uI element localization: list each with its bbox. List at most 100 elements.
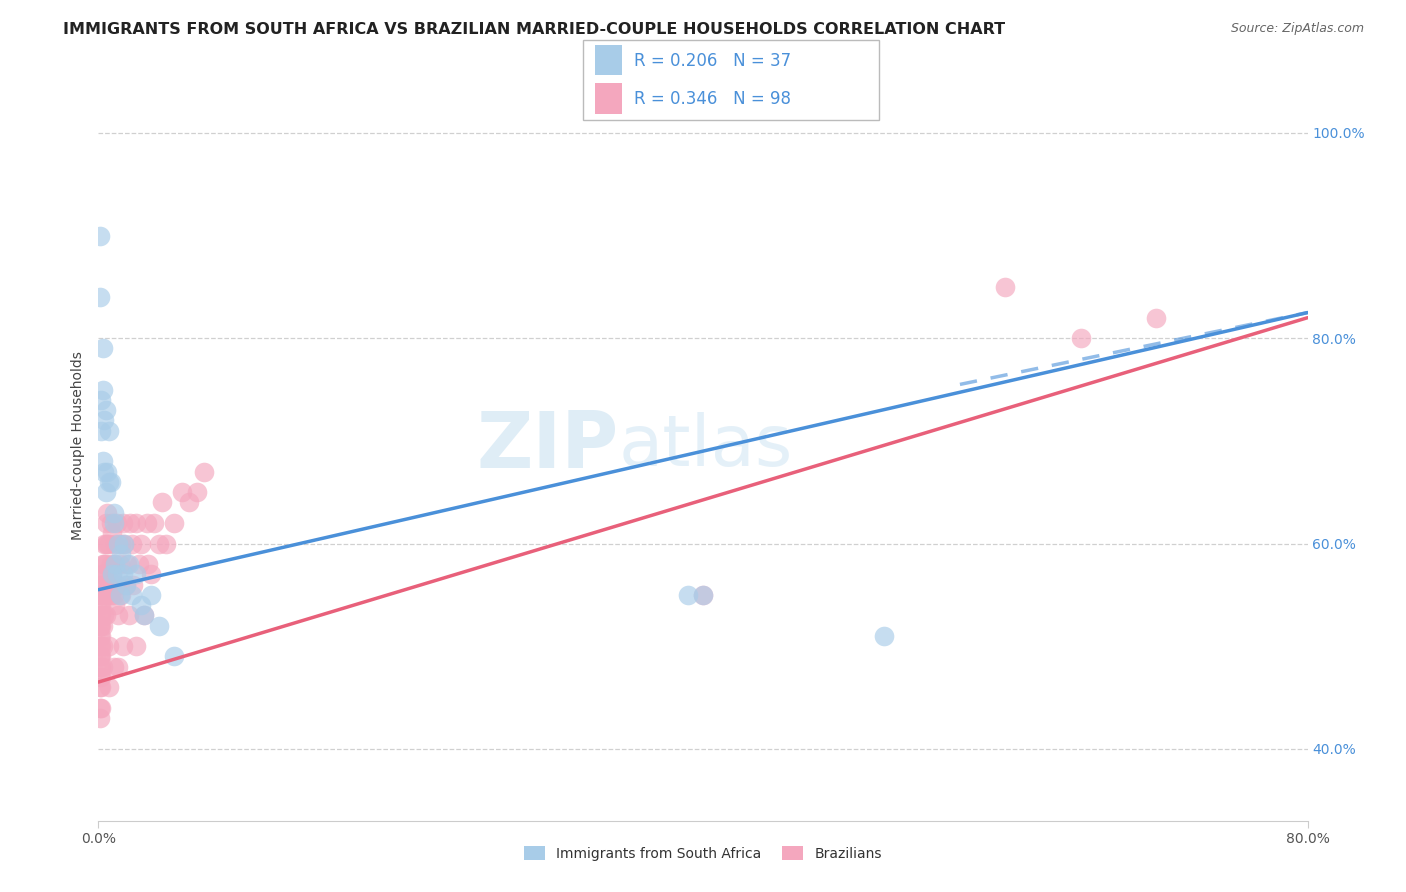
- Point: [96, 588, 118, 602]
- Point: [103, 516, 125, 530]
- Point: [89, 588, 111, 602]
- Point: [129, 598, 152, 612]
- Point: [676, 588, 699, 602]
- Point: [93, 557, 115, 571]
- Point: [100, 475, 122, 489]
- Point: [122, 577, 145, 591]
- Point: [94, 536, 117, 550]
- Point: [179, 495, 201, 509]
- Point: [100, 516, 122, 530]
- Point: [101, 567, 124, 582]
- Bar: [595, 45, 621, 76]
- Point: [148, 618, 170, 632]
- Text: atlas: atlas: [619, 411, 793, 481]
- Point: [111, 567, 134, 582]
- Point: [692, 588, 714, 602]
- Point: [91, 557, 114, 571]
- Point: [143, 516, 166, 530]
- Point: [132, 608, 155, 623]
- Point: [89, 670, 111, 684]
- Point: [118, 557, 141, 571]
- Point: [163, 516, 186, 530]
- Y-axis label: Married-couple Households: Married-couple Households: [70, 351, 84, 541]
- Point: [98, 680, 121, 694]
- Point: [103, 506, 125, 520]
- Point: [104, 536, 127, 550]
- Point: [90, 629, 112, 643]
- Point: [98, 536, 121, 550]
- Point: [98, 639, 121, 653]
- Point: [96, 536, 118, 550]
- Point: [128, 557, 150, 571]
- Point: [994, 280, 1017, 294]
- Point: [91, 639, 114, 653]
- Point: [94, 608, 117, 623]
- Point: [121, 536, 143, 550]
- Point: [111, 639, 134, 653]
- Text: Source: ZipAtlas.com: Source: ZipAtlas.com: [1230, 22, 1364, 36]
- Point: [90, 700, 112, 714]
- Point: [105, 516, 128, 530]
- Point: [100, 557, 122, 571]
- Point: [110, 547, 132, 561]
- Point: [873, 629, 896, 643]
- Point: [107, 536, 129, 550]
- Point: [105, 567, 128, 582]
- Point: [692, 588, 714, 602]
- Point: [141, 567, 163, 582]
- Point: [90, 670, 112, 684]
- Point: [150, 495, 173, 509]
- Point: [93, 413, 115, 427]
- Point: [103, 588, 125, 602]
- FancyBboxPatch shape: [583, 40, 879, 120]
- Point: [90, 618, 112, 632]
- Point: [94, 516, 117, 530]
- Point: [98, 475, 121, 489]
- Point: [107, 608, 129, 623]
- Point: [90, 649, 112, 664]
- Point: [1144, 310, 1167, 325]
- Point: [89, 639, 111, 653]
- Point: [93, 536, 115, 550]
- Point: [89, 711, 111, 725]
- Point: [90, 567, 112, 582]
- Point: [135, 516, 157, 530]
- Point: [148, 536, 170, 550]
- Point: [90, 608, 112, 623]
- Point: [125, 516, 148, 530]
- Point: [91, 618, 114, 632]
- Point: [89, 618, 111, 632]
- Point: [110, 536, 132, 550]
- Point: [89, 629, 111, 643]
- Text: R = 0.206   N = 37: R = 0.206 N = 37: [634, 52, 790, 70]
- Point: [89, 680, 111, 694]
- Point: [125, 567, 148, 582]
- Point: [129, 536, 152, 550]
- Point: [94, 403, 117, 417]
- Point: [93, 465, 115, 479]
- Point: [105, 577, 128, 591]
- Point: [98, 424, 121, 438]
- Point: [114, 577, 136, 591]
- Point: [193, 465, 215, 479]
- Point: [1070, 331, 1092, 345]
- Point: [96, 465, 118, 479]
- Point: [136, 557, 159, 571]
- Point: [115, 557, 138, 571]
- Text: ZIP: ZIP: [477, 408, 619, 484]
- Point: [89, 598, 111, 612]
- Point: [100, 588, 122, 602]
- Point: [89, 228, 111, 243]
- Point: [96, 567, 118, 582]
- Legend: Immigrants from South Africa, Brazilians: Immigrants from South Africa, Brazilians: [519, 840, 887, 866]
- Point: [93, 608, 115, 623]
- Point: [91, 342, 114, 356]
- Point: [112, 536, 135, 550]
- Point: [91, 659, 114, 673]
- Point: [91, 454, 114, 468]
- Point: [90, 639, 112, 653]
- Point: [110, 588, 132, 602]
- Point: [98, 577, 121, 591]
- Bar: [595, 84, 621, 114]
- Point: [90, 598, 112, 612]
